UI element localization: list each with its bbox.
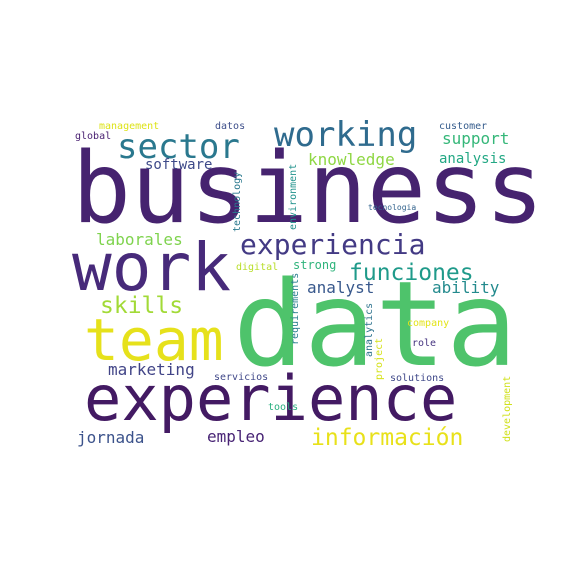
word-empleo: empleo [207,427,265,446]
word-management: management [99,121,159,132]
word-analyst: analyst [307,278,374,297]
word-datos: datos [215,121,245,132]
word-experiencia: experiencia [240,228,425,261]
word-analysis: analysis [439,151,506,167]
word-environment: environment [288,164,299,230]
word-team: team [84,306,224,374]
word-laborales: laborales [96,230,183,249]
word-knowledge: knowledge [308,150,395,169]
word-marketing: marketing [108,360,195,379]
word-skills: skills [100,293,183,319]
word-digital: digital [236,262,278,273]
word-experience: experience [84,362,457,435]
word-sector: sector [117,127,240,167]
word-development: development [502,376,513,442]
word-support: support [442,129,509,148]
word-requirements: requirements [290,273,301,345]
word-tools: tools [268,402,298,413]
word-working: working [274,115,417,155]
word-role: role [412,338,436,349]
word-global: global [75,131,111,142]
word-data: data [233,255,517,393]
word-customer: customer [439,121,487,132]
word-business: business [72,132,544,246]
word-technology: technology [232,172,243,232]
word-solutions: solutions [390,373,444,384]
word-servicios: servicios [214,372,268,383]
word-work: work [72,229,231,306]
word-tecnologia: tecnologia [368,203,416,212]
word-funciones: funciones [349,260,474,286]
word-strong: strong [293,258,336,272]
word-project: project [374,338,385,380]
word-jornada: jornada [77,428,144,447]
word-ability: ability [432,278,500,297]
word-analytics: analytics [364,303,375,357]
word-company: company [407,318,449,329]
word-software: software [145,157,212,173]
word-informacion: información [311,425,463,451]
